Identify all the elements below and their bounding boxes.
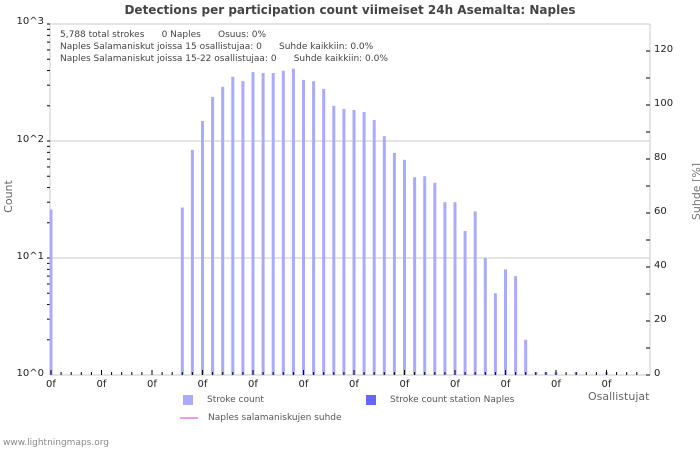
y-axis-right-label: Suhde [%] xyxy=(690,162,700,221)
legend-swatch-stroke-count-station xyxy=(366,395,376,405)
x-tick-label: 0f xyxy=(197,379,208,390)
x-tick-label: 0f xyxy=(601,379,612,390)
y-tick-right: 40 xyxy=(654,260,667,271)
legend-swatch-stroke-count xyxy=(183,395,193,405)
chart-title: Detections per participation count viime… xyxy=(124,3,576,17)
y-tick-right: 120 xyxy=(654,44,674,55)
info-line-2: Naples Salamaniskut joissa 15 osallistuj… xyxy=(60,42,374,52)
y-tick-right: 100 xyxy=(654,98,674,109)
y-tick-left: 10^0 xyxy=(16,368,44,379)
x-tick-label: 0f xyxy=(147,379,157,390)
x-tick-label: 0f xyxy=(349,379,359,390)
x-tick-label: 0f xyxy=(399,379,410,390)
y-tick-right: 80 xyxy=(654,152,667,163)
y-tick-right: 60 xyxy=(654,206,667,217)
legend-swatch-ratio-line xyxy=(180,417,198,419)
x-axis-label: Osallistujat xyxy=(588,390,650,403)
info-line-3: Naples Salamaniskut joissa 15-22 osallis… xyxy=(60,54,388,64)
legend-stroke-count-station: Stroke count station Naples xyxy=(366,395,514,405)
legend-label: Stroke count station Naples xyxy=(390,395,515,405)
info-line-1: 5,788 total strokes 0 Naples Osuus: 0% xyxy=(60,30,267,40)
legend-label: Naples salamaniskujen suhde xyxy=(208,413,342,423)
y-tick-left: 10^2 xyxy=(16,134,44,145)
legend-label: Stroke count xyxy=(207,395,264,405)
x-tick-label: 0f xyxy=(298,379,309,390)
legend-stroke-count: Stroke count xyxy=(183,395,264,405)
y-tick-right: 0 xyxy=(654,368,661,379)
x-tick-label: 0f xyxy=(500,379,511,390)
x-tick-label: 0f xyxy=(551,379,561,390)
y-tick-left: 10^3 xyxy=(16,16,44,27)
x-tick-label: 0f xyxy=(96,379,107,390)
x-tick-label: 0f xyxy=(46,379,56,390)
y-tick-left: 10^1 xyxy=(16,251,44,262)
x-tick-label: 0f xyxy=(450,379,460,390)
y-axis-left-label: Count xyxy=(1,180,15,213)
legend-ratio-line: Naples salamaniskujen suhde xyxy=(180,413,342,423)
y-tick-right: 20 xyxy=(654,314,667,325)
x-tick-label: 0f xyxy=(248,379,258,390)
footer-source: www.lightningmaps.org xyxy=(3,438,109,448)
